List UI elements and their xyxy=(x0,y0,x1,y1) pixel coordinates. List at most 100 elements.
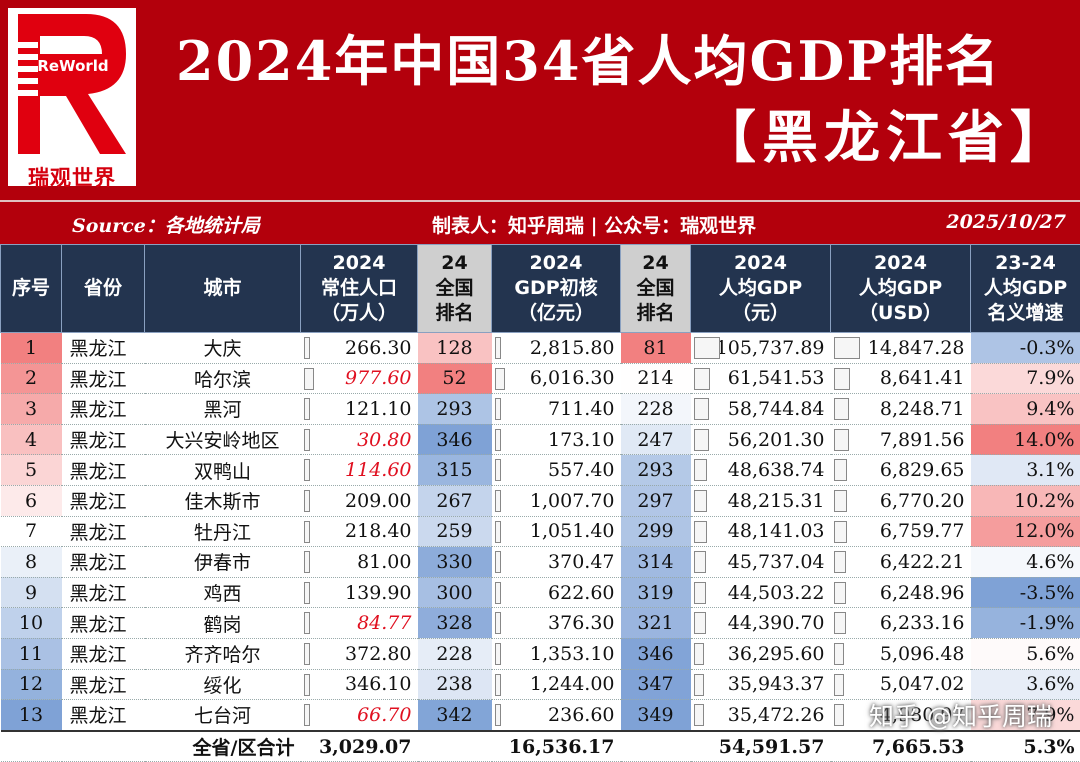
header-line: 城市 xyxy=(145,276,300,301)
city-cell: 哈尔滨 xyxy=(145,363,301,394)
per-capita-cny-bar xyxy=(694,429,709,451)
per-capita-cny-value: 45,737.04 xyxy=(728,551,825,573)
per-capita-cny-cell: 56,201.30 xyxy=(691,424,831,455)
population-value: 346.10 xyxy=(345,673,411,695)
population-rank-cell: 52 xyxy=(418,363,492,394)
province-cell: 黑龙江 xyxy=(62,455,145,486)
population-cell: 266.30 xyxy=(301,333,418,364)
per-capita-cny-bar xyxy=(694,582,706,604)
gdp-cell: 1,353.10 xyxy=(492,638,621,669)
population-value: 84.77 xyxy=(357,612,411,634)
gdp-cell: 236.60 xyxy=(492,700,621,731)
population-value: 218.40 xyxy=(345,520,411,542)
page-title: 2024年中国34省人均GDP排名 xyxy=(176,26,1066,96)
per-capita-usd-cell: 8,641.41 xyxy=(831,363,971,394)
population-value: 977.60 xyxy=(345,367,411,389)
total-label-cell: 全省/区合计 xyxy=(1,731,301,762)
total-per-capita-cny-cell: 54,591.57 xyxy=(691,731,831,762)
city-cell: 大庆 xyxy=(145,333,301,364)
population-value: 139.90 xyxy=(345,582,411,604)
per-capita-usd-value: 6,829.65 xyxy=(880,459,965,481)
gdp-rank-cell: 319 xyxy=(621,577,691,608)
per-capita-usd-value: 6,770.20 xyxy=(880,490,965,512)
per-capita-cny-bar xyxy=(694,521,707,543)
header-line: GDP初核 xyxy=(492,276,620,301)
header-line: 2024 xyxy=(301,251,417,276)
population-bar xyxy=(304,521,310,543)
header-line: 24 xyxy=(621,251,690,276)
population-value: 372.80 xyxy=(345,643,411,665)
population-cell: 139.90 xyxy=(301,577,418,608)
per-capita-cny-value: 44,503.22 xyxy=(728,582,825,604)
province-cell: 黑龙江 xyxy=(62,516,145,547)
city-cell: 七台河 xyxy=(145,700,301,731)
per-capita-cny-value: 48,638.74 xyxy=(728,459,825,481)
growth-cell: 9.4% xyxy=(971,394,1080,425)
per-capita-usd-bar xyxy=(834,521,847,543)
province-cell: 黑龙江 xyxy=(62,363,145,394)
per-capita-usd-bar xyxy=(834,704,844,726)
col-no-header: 序号 xyxy=(1,245,62,333)
population-cell: 84.77 xyxy=(301,608,418,639)
per-capita-cny-bar xyxy=(694,612,706,634)
per-capita-usd-value: 14,847.28 xyxy=(868,337,965,359)
growth-cell: 3.1% xyxy=(971,455,1080,486)
total-pop-rank-cell xyxy=(418,731,492,762)
header-line: （元） xyxy=(691,301,830,326)
province-cell: 黑龙江 xyxy=(62,547,145,578)
gdp-rank-cell: 349 xyxy=(621,700,691,731)
total-gdp-cell: 16,536.17 xyxy=(492,731,621,762)
per-capita-usd-value: 8,641.41 xyxy=(880,367,965,389)
per-capita-cny-cell: 48,141.03 xyxy=(691,516,831,547)
per-capita-usd-cell: 6,422.21 xyxy=(831,547,971,578)
province-cell: 黑龙江 xyxy=(62,394,145,425)
per-capita-usd-cell: 6,770.20 xyxy=(831,485,971,516)
rank-cell: 2 xyxy=(1,363,62,394)
logo-caption: 瑞观世界 xyxy=(8,162,136,192)
per-capita-cny-cell: 35,472.26 xyxy=(691,700,831,731)
population-cell: 977.60 xyxy=(301,363,418,394)
header-line: 常住人口 xyxy=(301,276,417,301)
population-rank-cell: 342 xyxy=(418,700,492,731)
per-capita-usd-cell: 5,096.48 xyxy=(831,638,971,669)
logo-wordmark: ReWorld xyxy=(37,57,108,75)
growth-cell: 14.0% xyxy=(971,424,1080,455)
header-line: （万人） xyxy=(301,301,417,326)
gdp-rank-cell: 314 xyxy=(621,547,691,578)
info-bar: Source：各地统计局 制表人：知乎周瑞 | 公众号：瑞观世界 2025/10… xyxy=(0,200,1080,244)
gdp-value: 1,051.40 xyxy=(530,520,615,542)
population-cell: 66.70 xyxy=(301,700,418,731)
province-cell: 黑龙江 xyxy=(62,485,145,516)
header-line: 人均GDP xyxy=(971,276,1080,301)
rank-cell: 9 xyxy=(1,577,62,608)
growth-cell: -3.5% xyxy=(971,577,1080,608)
gdp-rank-cell: 228 xyxy=(621,394,691,425)
gdp-cell: 1,007.70 xyxy=(492,485,621,516)
per-capita-cny-value: 35,472.26 xyxy=(728,704,825,726)
per-capita-cny-bar xyxy=(694,643,704,665)
header-line: 省份 xyxy=(62,276,144,301)
per-capita-usd-value: 8,248.71 xyxy=(880,398,965,420)
gdp-rank-cell: 297 xyxy=(621,485,691,516)
population-value: 114.60 xyxy=(345,459,411,481)
population-bar xyxy=(304,551,310,573)
population-rank-cell: 238 xyxy=(418,669,492,700)
gdp-bar xyxy=(495,521,501,543)
gdp-rank-cell: 293 xyxy=(621,455,691,486)
per-capita-usd-cell: 5,047.02 xyxy=(831,669,971,700)
per-capita-usd-value: 5,096.48 xyxy=(880,643,965,665)
per-capita-cny-cell: 36,295.60 xyxy=(691,638,831,669)
